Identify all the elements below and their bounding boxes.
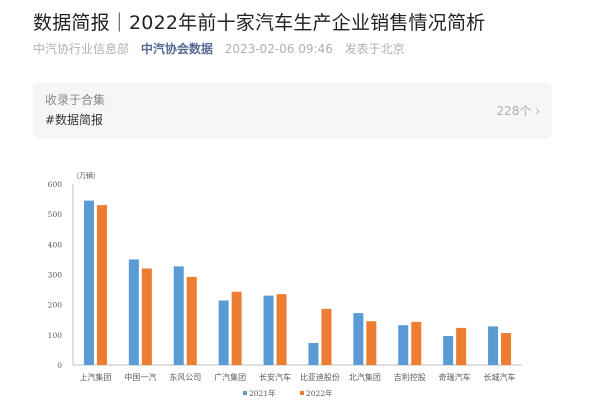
x-tick-label: 长安汽车 (259, 372, 291, 382)
x-tick-label: 广汽集团 (214, 372, 246, 382)
bar (141, 268, 152, 365)
bar (276, 294, 287, 365)
x-tick-label: 奇瑞汽车 (439, 372, 471, 382)
y-tick-label: 100 (48, 331, 63, 340)
unit-label: （万辆） (72, 171, 100, 180)
bar (128, 259, 139, 365)
x-tick-label: 北汽集团 (349, 372, 381, 382)
author-name: 中汽协行业信息部 (33, 42, 130, 56)
y-tick-label: 500 (48, 210, 63, 219)
article-title: 数据简报｜2022年前十家汽车生产企业销售情况简析 (33, 12, 486, 34)
chevron-right-icon: › (535, 104, 540, 118)
bar (411, 321, 422, 365)
bar (353, 313, 364, 365)
collection-tag[interactable]: #数据简报 (45, 113, 104, 127)
bar (186, 276, 197, 365)
y-tick-label: 300 (48, 271, 63, 280)
bar (443, 336, 454, 365)
collection-label: 收录于合集 (45, 93, 106, 107)
bar (321, 308, 332, 365)
y-tick-label: 600 (48, 180, 63, 189)
bar (488, 326, 499, 365)
bar (218, 300, 229, 365)
bar (231, 291, 242, 365)
x-tick-label: 上汽集团 (79, 372, 111, 382)
x-tick-label: 比亚迪股份 (300, 372, 340, 382)
bar (308, 342, 319, 365)
y-tick-label: 400 (48, 240, 63, 249)
account-link[interactable]: 中汽协会数据 (140, 42, 213, 56)
article-meta: 中汽协行业信息部 中汽协会数据 2023-02-06 09:46 发表于北京 (33, 40, 413, 57)
collection-count[interactable]: 228个 › (496, 102, 540, 119)
x-tick-label: 吉利控股 (394, 372, 426, 382)
bar (366, 321, 377, 365)
collection-count-text: 228个 (496, 104, 532, 118)
x-tick-label: 中国一汽 (124, 372, 156, 382)
bar-chart: （万辆） 0 100 200 300 400 500 600 上汽集团 中国一汽 东风公司 广汽集团 长… (48, 171, 522, 398)
bar (263, 295, 274, 365)
x-tick-label: 东风公司 (169, 372, 201, 382)
x-tick-label: 长城汽车 (484, 372, 516, 382)
publish-datetime: 2023-02-06 09:46 (224, 42, 333, 56)
bar (501, 333, 512, 365)
bar (456, 327, 467, 365)
bar (398, 325, 409, 365)
legend-label: 2022年 (306, 388, 333, 398)
y-tick-label: 200 (48, 301, 63, 310)
bar (173, 266, 184, 365)
legend-label: 2021年 (249, 388, 276, 398)
y-tick-label: 0 (57, 361, 62, 370)
legend-swatch (300, 391, 304, 395)
bar (83, 200, 94, 365)
legend-swatch (243, 391, 247, 395)
publish-location: 发表于北京 (344, 42, 405, 56)
collection-card[interactable]: 收录于合集 #数据简报 228个 › (33, 82, 552, 139)
bar (96, 205, 107, 365)
